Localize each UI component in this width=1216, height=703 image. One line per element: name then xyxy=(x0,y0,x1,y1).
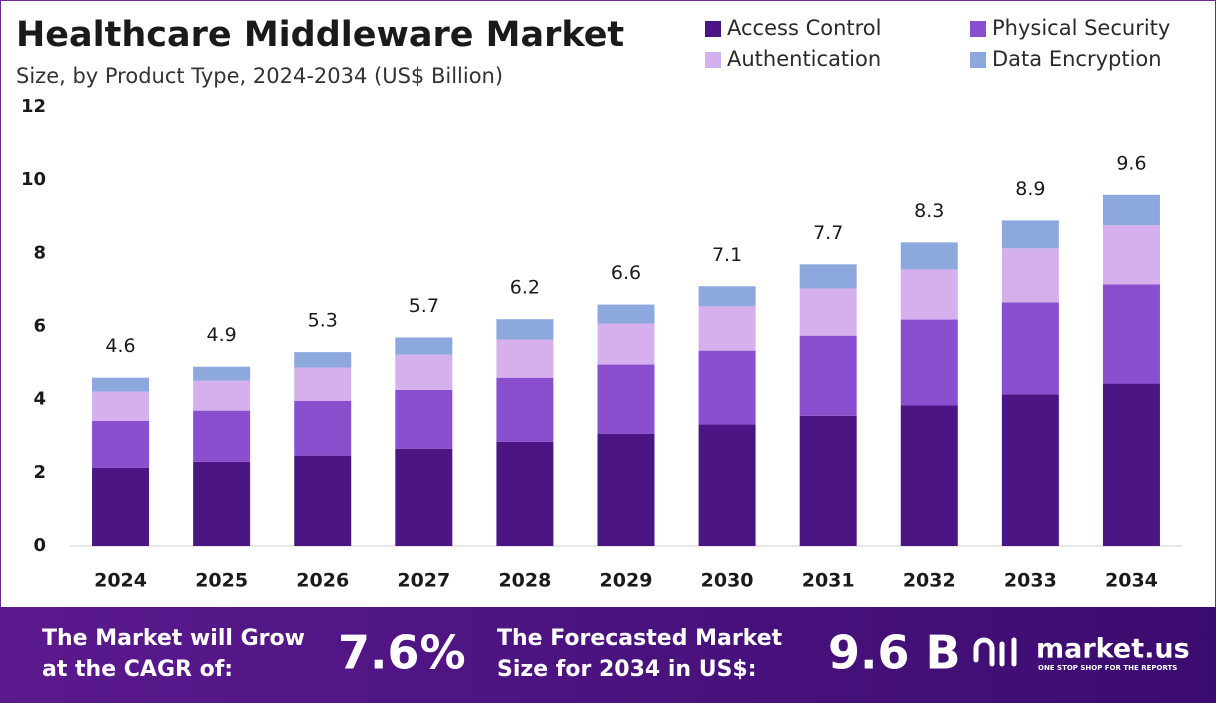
bar-segment xyxy=(92,420,150,468)
y-tick-label: 2 xyxy=(33,462,46,483)
bar-segment xyxy=(799,288,857,336)
bar-segment xyxy=(193,461,251,546)
y-tick-label: 6 xyxy=(33,316,46,337)
x-tick-label: 2033 xyxy=(1004,570,1057,592)
forecast-value: 9.6 B xyxy=(828,626,961,680)
bar-segment xyxy=(294,352,352,368)
bar-segment xyxy=(900,269,958,320)
legend-label: Authentication xyxy=(727,47,881,71)
bar-segment xyxy=(799,415,857,546)
bar-segment xyxy=(698,286,756,307)
bar-segment xyxy=(698,350,756,425)
bar-segment xyxy=(92,467,150,546)
bar-segment xyxy=(1102,194,1160,226)
total-label: 4.9 xyxy=(207,324,237,346)
bar-segment xyxy=(1001,220,1059,249)
forecast-label: The Forecasted Market xyxy=(497,626,783,651)
bar-segment xyxy=(799,264,857,289)
total-label: 8.9 xyxy=(1015,178,1045,200)
cagr-value: 7.6% xyxy=(338,626,466,680)
y-tick-label: 4 xyxy=(33,389,46,410)
cagr-label: at the CAGR of: xyxy=(42,657,233,682)
bar-segment xyxy=(496,319,554,340)
bar-segment xyxy=(92,391,150,421)
total-label: 7.1 xyxy=(712,244,742,266)
x-tick-label: 2029 xyxy=(600,570,653,592)
y-tick-label: 10 xyxy=(21,169,46,190)
y-tick-label: 0 xyxy=(33,535,46,556)
bar-segment xyxy=(1102,225,1160,285)
chart-title: Healthcare Middleware Market xyxy=(16,15,624,55)
x-tick-label: 2026 xyxy=(296,570,349,592)
bar-segment xyxy=(496,339,554,378)
total-label: 5.7 xyxy=(409,295,439,317)
bar-segment xyxy=(597,304,655,324)
bar-segment xyxy=(193,410,251,462)
bar-segment xyxy=(395,354,453,390)
total-label: 6.2 xyxy=(510,277,540,299)
legend-label: Access Control xyxy=(727,16,881,40)
bar-segment xyxy=(496,377,554,442)
x-tick-label: 2025 xyxy=(195,570,248,592)
total-label: 4.6 xyxy=(105,335,135,357)
legend-swatch xyxy=(705,52,721,68)
bar-segment xyxy=(496,441,554,546)
total-label: 8.3 xyxy=(914,200,944,222)
legend-swatch xyxy=(970,52,986,68)
bar-segment xyxy=(395,337,453,355)
bar-segment xyxy=(1001,394,1059,546)
forecast-label: Size for 2034 in US$: xyxy=(497,657,757,682)
brand-tagline: ONE STOP SHOP FOR THE REPORTS xyxy=(1038,664,1177,672)
brand: market.us xyxy=(1036,634,1190,665)
legend-label: Data Encryption xyxy=(992,47,1162,71)
bar-segment xyxy=(294,400,352,456)
bar-segment xyxy=(1001,248,1059,303)
bar-segment xyxy=(698,424,756,546)
bar-segment xyxy=(799,335,857,416)
bar-segment xyxy=(1102,383,1160,546)
bar-segment xyxy=(294,367,352,401)
legend-swatch xyxy=(705,21,721,37)
x-tick-label: 2024 xyxy=(94,570,147,592)
legend-label: Physical Security xyxy=(992,16,1170,40)
x-tick-label: 2032 xyxy=(903,570,956,592)
bar-segment xyxy=(193,366,251,381)
x-tick-label: 2031 xyxy=(802,570,855,592)
x-tick-label: 2030 xyxy=(701,570,754,592)
total-label: 6.6 xyxy=(611,262,641,284)
chart-subtitle: Size, by Product Type, 2024-2034 (US$ Bi… xyxy=(16,64,503,88)
legend-swatch xyxy=(970,21,986,37)
bar-segment xyxy=(193,380,251,411)
bar-segment xyxy=(92,377,150,392)
bar-segment xyxy=(395,448,453,546)
x-tick-label: 2034 xyxy=(1105,570,1158,592)
total-label: 5.3 xyxy=(308,310,338,332)
total-label: 7.7 xyxy=(813,222,843,244)
bar-segment xyxy=(900,405,958,546)
bar-segment xyxy=(900,242,958,270)
footer-banner xyxy=(0,607,1216,703)
bar-segment xyxy=(597,433,655,546)
bar-segment xyxy=(395,389,453,449)
x-tick-label: 2028 xyxy=(498,570,551,592)
bar-segment xyxy=(900,319,958,406)
bar-segment xyxy=(597,364,655,434)
bar-segment xyxy=(698,306,756,351)
bar-segment xyxy=(294,455,352,546)
y-tick-label: 8 xyxy=(33,242,46,263)
bar-segment xyxy=(1001,302,1059,395)
brand-logo xyxy=(973,637,1017,667)
bar-segment xyxy=(597,323,655,365)
cagr-label: The Market will Grow xyxy=(42,626,305,651)
bar-segment xyxy=(1102,284,1160,384)
total-label: 9.6 xyxy=(1116,152,1146,174)
x-tick-label: 2027 xyxy=(397,570,450,592)
y-tick-label: 12 xyxy=(21,96,46,117)
